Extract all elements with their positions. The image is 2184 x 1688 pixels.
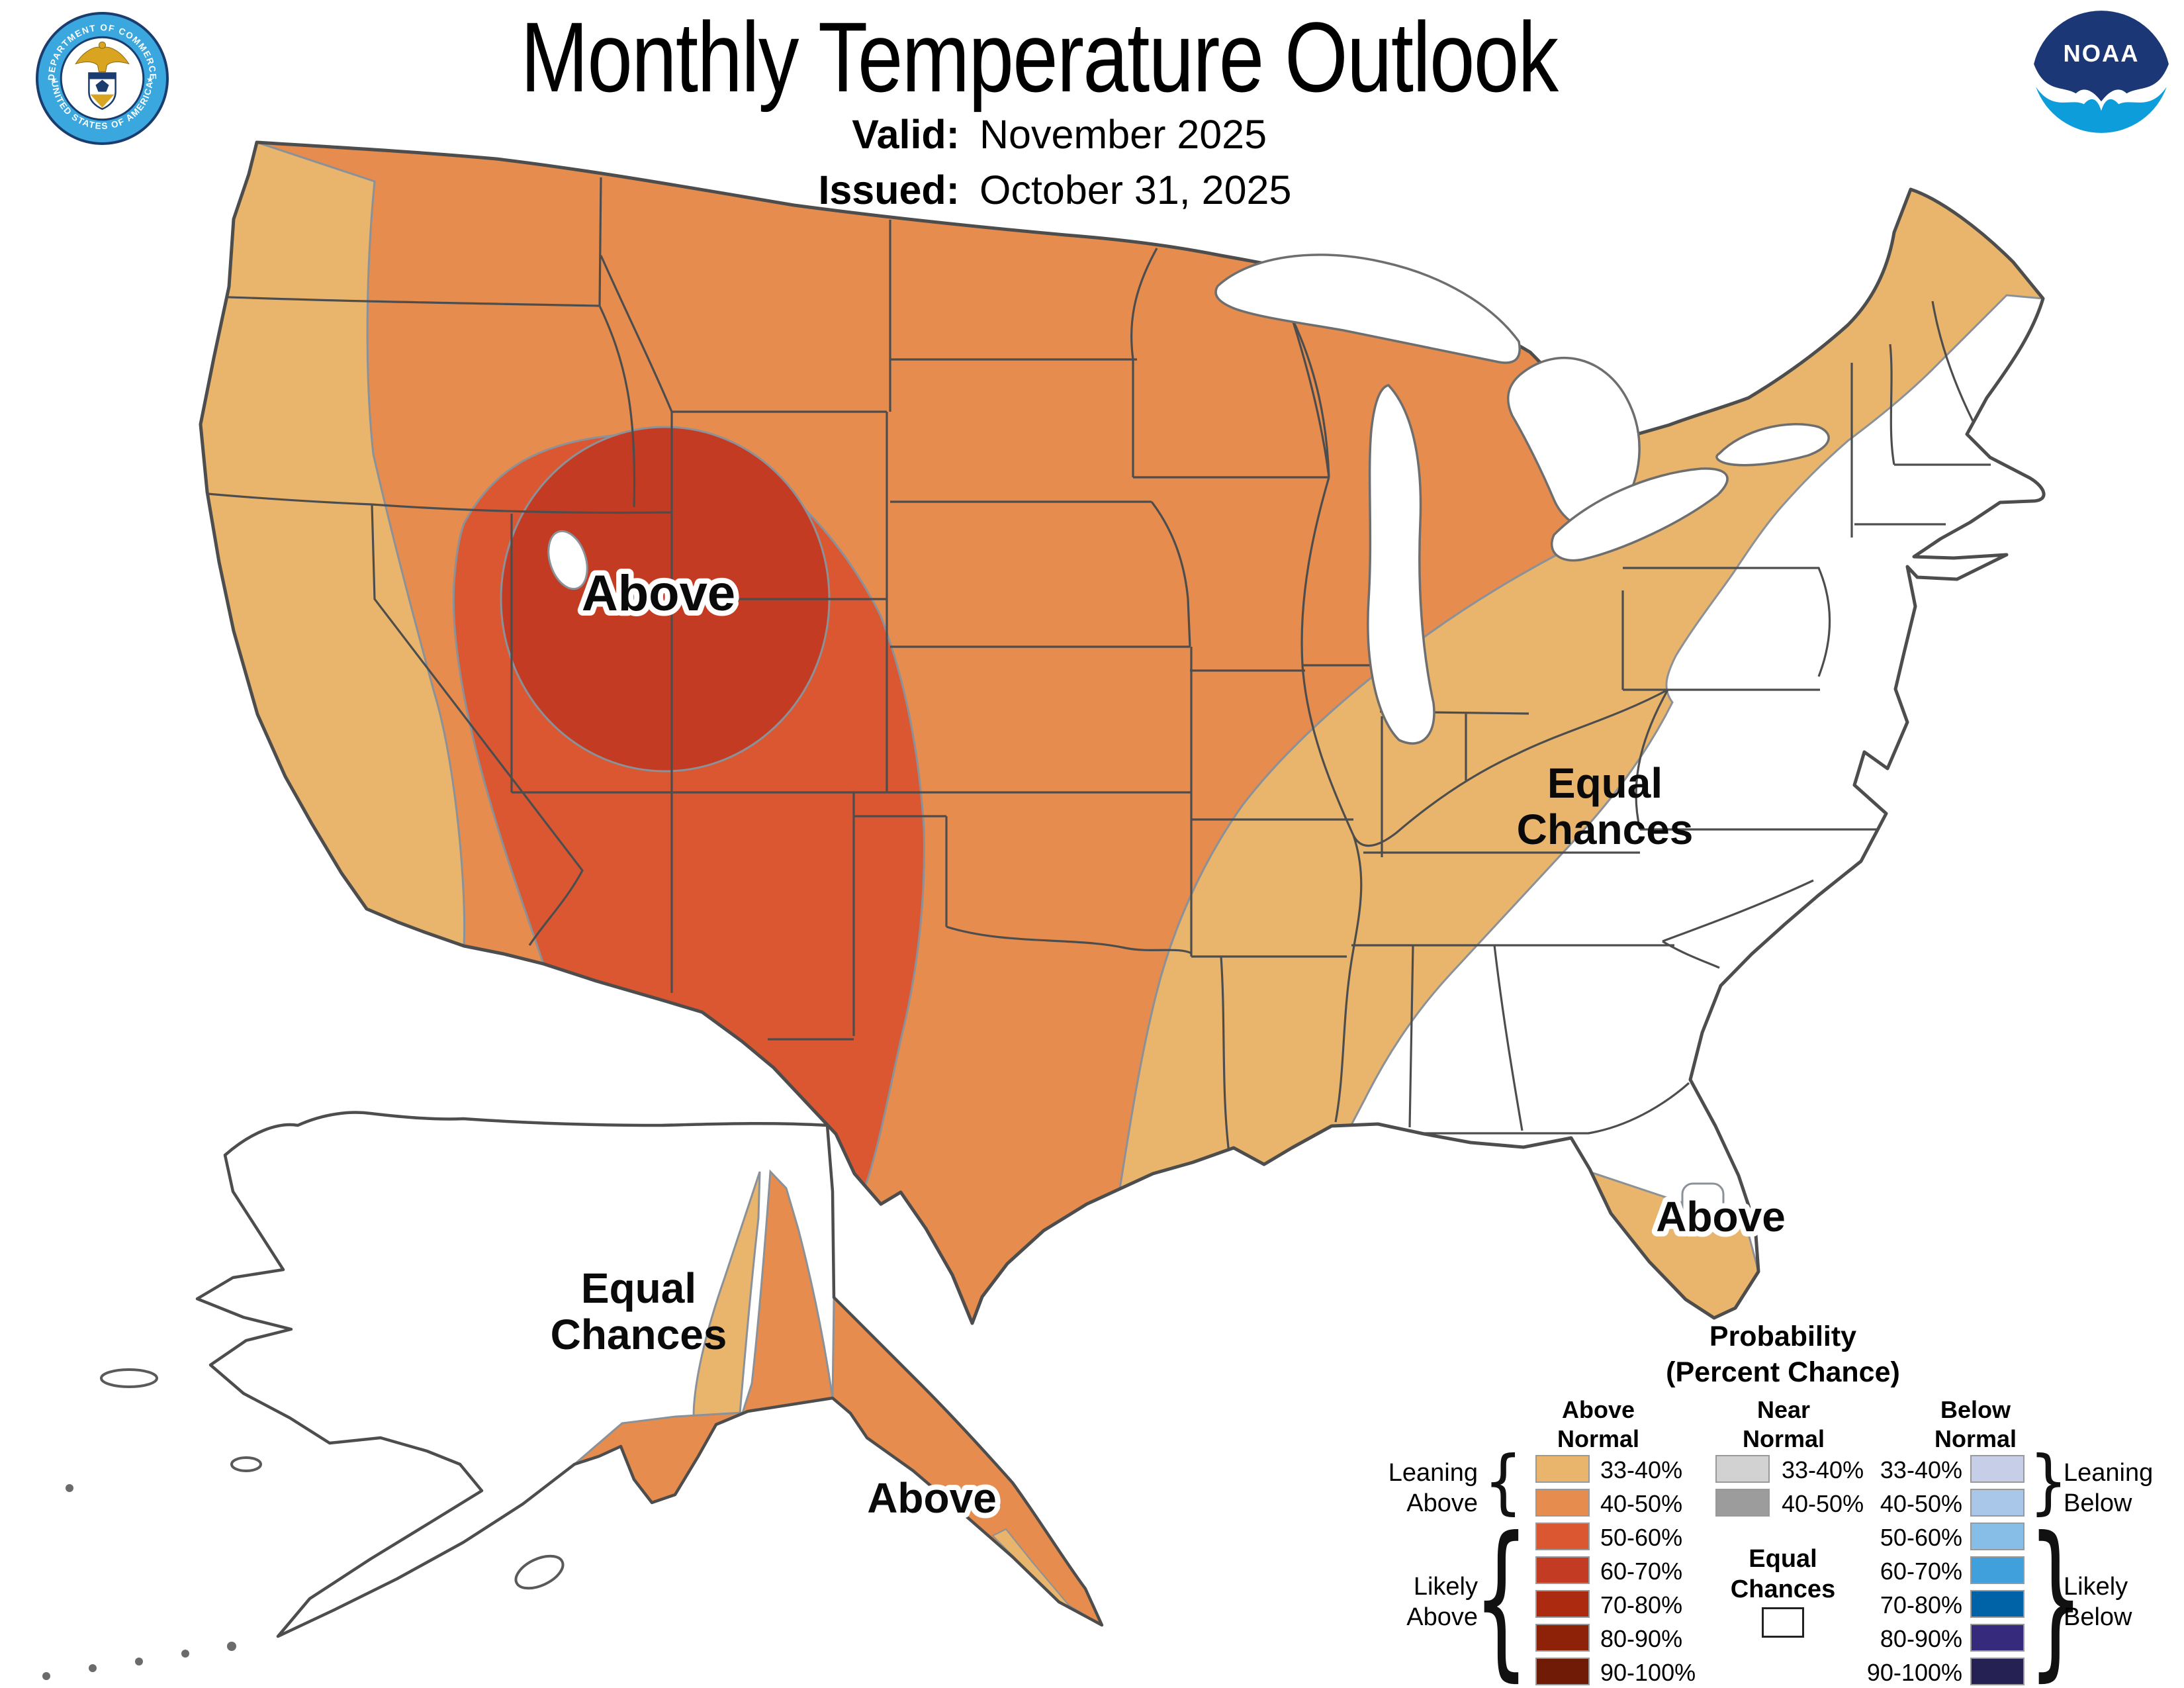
valid-label: Valid: (852, 112, 960, 157)
group-label-likely-above: Likely Above (1406, 1573, 1478, 1631)
valid-value: November 2025 (979, 112, 1267, 157)
brace-likely-above: { (1473, 1500, 1529, 1688)
group-label-leaning-above: Leaning Above (1388, 1459, 1478, 1517)
alaska-panhandle-above-40-50 (831, 1295, 1102, 1628)
legend-swatch-near-33-40 (1715, 1455, 1770, 1483)
page-title: Monthly Temperature Outlook (520, 1, 1559, 113)
brace-leaning-below: } (2029, 1440, 2068, 1523)
group-label-likely-below: Likely Below (2064, 1573, 2132, 1631)
legend-swatch-above-33-40 (1535, 1455, 1590, 1483)
department-of-commerce-seal: DEPARTMENT OF COMMERCE UNITED STATES OF … (36, 12, 169, 145)
noaa-logo-sky (2034, 11, 2169, 102)
lake-okeechobee (1681, 1182, 1725, 1222)
legend-label-near-33-40: 33-40% (1782, 1456, 1864, 1483)
legend-label-above-70-80: 70-80% (1600, 1591, 1683, 1618)
legend-swatch-above-60-70 (1535, 1556, 1590, 1584)
alaska-outline (195, 1111, 1104, 1638)
legend-swatch-below-40-50 (1970, 1489, 2025, 1517)
legend-label-below-80-90: 80-90% (1880, 1625, 1962, 1652)
label-east-equal-2: Chances (1517, 806, 1694, 853)
legend-label-near-40-50: 40-50% (1782, 1490, 1864, 1517)
legend-label-below-60-70: 60-70% (1880, 1558, 1962, 1585)
legend-header-below-normal: Below Normal (1934, 1396, 2017, 1452)
brace-likely-below: } (2028, 1500, 2084, 1688)
legend-label-above-80-90: 80-90% (1600, 1625, 1683, 1652)
seal-shield-icon (88, 72, 116, 111)
legend-label-above-50-60: 50-60% (1600, 1524, 1683, 1551)
lake-erie (1550, 467, 1729, 562)
legend-swatch-above-40-50 (1535, 1489, 1590, 1517)
label-florida-above: Above (1656, 1193, 1786, 1241)
legend-label-below-33-40: 33-40% (1880, 1456, 1962, 1483)
legend-label-above-40-50: 40-50% (1600, 1490, 1683, 1517)
issued-value: October 31, 2025 (979, 167, 1292, 212)
legend-swatch-below-33-40 (1970, 1455, 2025, 1483)
kodiak-island (514, 1554, 565, 1590)
legend-header-above-normal: Above Normal (1557, 1396, 1640, 1452)
seal-star-left: ★ (50, 75, 58, 85)
aleutian-islands (42, 1484, 236, 1680)
label-east-equal-1: Equal (1547, 759, 1662, 807)
legend-swatch-below-60-70 (1970, 1556, 2025, 1584)
legend-label-below-50-60: 50-60% (1880, 1524, 1962, 1551)
legend-label-above-90-100: 90-100% (1600, 1659, 1696, 1686)
legend-swatch-near-40-50 (1715, 1489, 1770, 1517)
legend-swatch-below-80-90 (1970, 1624, 2025, 1652)
group-label-leaning-below: Leaning Below (2064, 1459, 2154, 1517)
legend-label-above-60-70: 60-70% (1600, 1558, 1683, 1585)
legend-label-below-40-50: 40-50% (1880, 1490, 1962, 1517)
valid-line: Valid: November 2025 (688, 111, 1549, 158)
legend-swatch-below-70-80 (1970, 1590, 2025, 1618)
legend-equal-chances-label: Equal Chances (1730, 1545, 1836, 1603)
nunivak-island (230, 1456, 262, 1472)
legend-swatch-above-80-90 (1535, 1624, 1590, 1652)
issued-line: Issued: October 31, 2025 (688, 167, 1549, 213)
legend-swatch-above-50-60 (1535, 1523, 1590, 1550)
label-alaska-above: Above (867, 1474, 997, 1522)
seal-eagle-icon (75, 41, 130, 72)
noaa-logo: NOAA (2032, 11, 2171, 150)
legend-swatch-below-50-60 (1970, 1523, 2025, 1550)
legend-title: Probability (Percent Chance) (1666, 1321, 1900, 1388)
seal-star-right: ★ (146, 75, 154, 85)
legend-label-above-33-40: 33-40% (1600, 1456, 1683, 1483)
conus-outline (199, 140, 2046, 1325)
legend-swatch-below-90-100 (1970, 1658, 2025, 1685)
noaa-logo-wave (2036, 87, 2167, 133)
noaa-logo-text: NOAA (2064, 40, 2140, 67)
state-borders (201, 177, 1991, 1159)
brace-leaning-above: { (1484, 1440, 1523, 1523)
lake-superior (1214, 254, 1521, 364)
legend-swatch-above-90-100 (1535, 1658, 1590, 1685)
issued-label: Issued: (818, 167, 960, 212)
label-alaska-equal-1: Equal (581, 1264, 696, 1312)
st-lawrence-island (100, 1368, 158, 1388)
legend-swatch-above-70-80 (1535, 1590, 1590, 1618)
label-conus-above: Above (582, 565, 735, 622)
lake-ontario (1715, 423, 1830, 467)
legend-label-below-70-80: 70-80% (1880, 1591, 1962, 1618)
great-salt-lake (547, 530, 588, 590)
alaska-islands (42, 1368, 565, 1680)
legend-equal-chances-swatch (1762, 1607, 1804, 1638)
lake-michigan (1367, 384, 1435, 745)
legend-header-near-normal: Near Normal (1742, 1396, 1825, 1452)
legend-label-below-90-100: 90-100% (1866, 1659, 1962, 1686)
label-alaska-equal-2: Chances (551, 1311, 727, 1358)
great-lakes (1214, 254, 1830, 745)
